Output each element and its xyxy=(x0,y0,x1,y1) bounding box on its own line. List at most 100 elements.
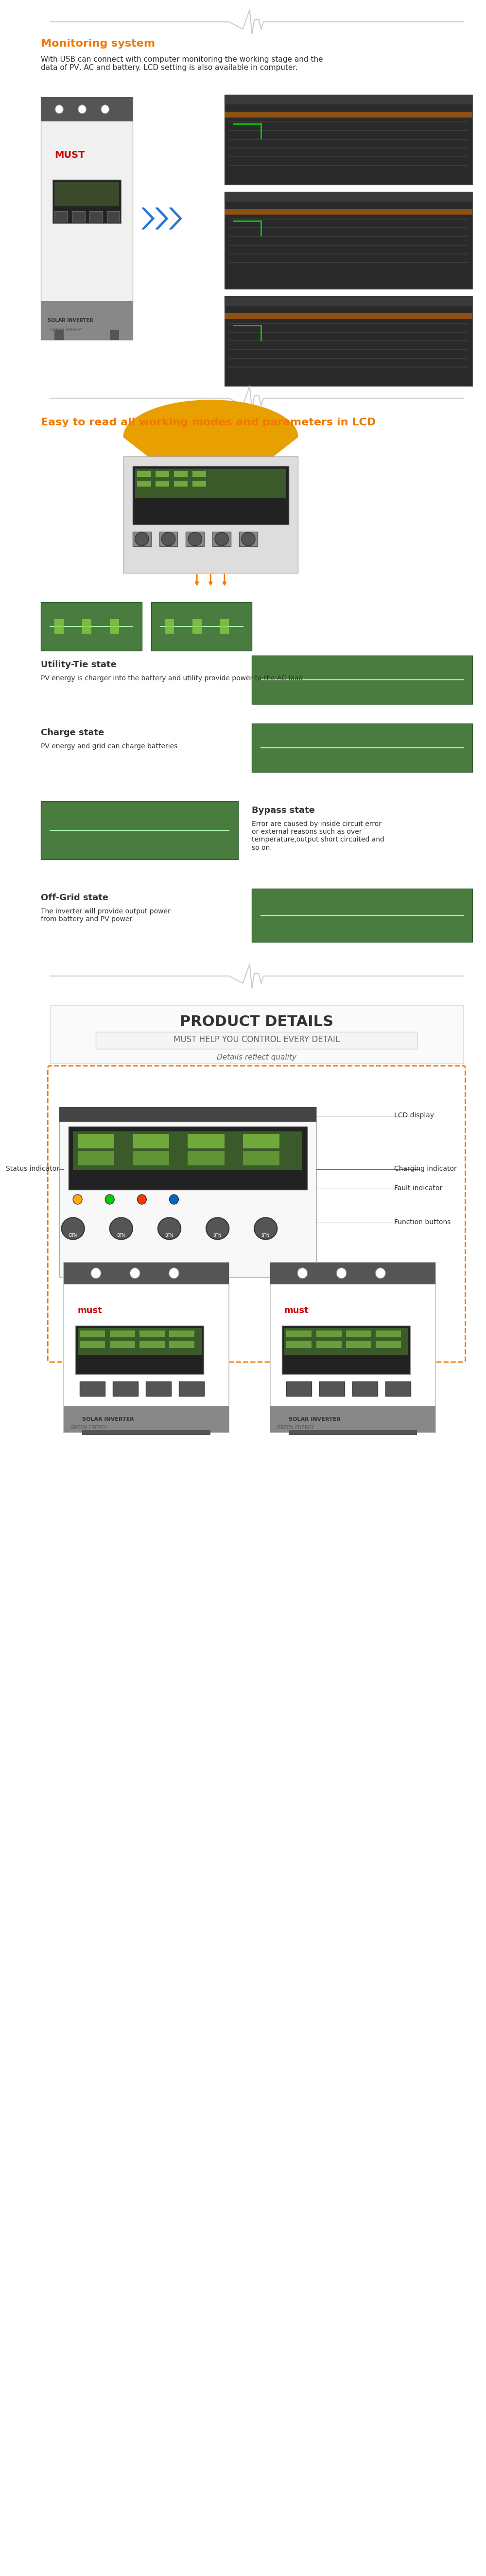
FancyBboxPatch shape xyxy=(48,1066,466,1363)
Ellipse shape xyxy=(110,1218,133,1239)
Bar xyxy=(82,618,91,634)
Text: GREEN ENERGY: GREEN ENERGY xyxy=(50,327,82,332)
Bar xyxy=(133,1151,169,1164)
Polygon shape xyxy=(169,209,182,229)
Bar xyxy=(113,1381,138,1396)
Bar xyxy=(82,1430,210,1435)
Bar xyxy=(123,456,298,572)
Ellipse shape xyxy=(297,1267,308,1278)
Bar xyxy=(110,330,119,340)
Ellipse shape xyxy=(161,533,175,546)
Bar xyxy=(80,1381,105,1396)
Bar xyxy=(80,1329,105,1337)
Text: PV energy is charger into the battery and utility provide power to the AC load: PV energy is charger into the battery an… xyxy=(41,675,303,683)
Text: Details reflect quality: Details reflect quality xyxy=(217,1054,296,1061)
Ellipse shape xyxy=(188,533,202,546)
Text: GREEN ENERGY: GREEN ENERGY xyxy=(277,1425,314,1430)
Bar xyxy=(225,95,472,185)
Text: With USB can connect with computer monitoring the working stage and the
data of : With USB can connect with computer monit… xyxy=(41,57,323,72)
Bar xyxy=(59,1108,316,1278)
Ellipse shape xyxy=(91,1267,101,1278)
Bar xyxy=(54,211,68,222)
Bar xyxy=(376,1329,401,1337)
Bar xyxy=(282,1327,410,1373)
Bar xyxy=(225,95,472,106)
Bar xyxy=(133,1133,169,1149)
Text: BTN: BTN xyxy=(261,1234,270,1236)
Text: Bypass state: Bypass state xyxy=(252,806,315,814)
Polygon shape xyxy=(123,399,298,572)
Bar xyxy=(346,1329,371,1337)
Bar xyxy=(59,1108,316,1121)
Text: Off-Grid state: Off-Grid state xyxy=(41,894,108,902)
Bar xyxy=(73,1131,302,1170)
Ellipse shape xyxy=(169,1195,178,1203)
Bar xyxy=(110,1329,135,1337)
Bar xyxy=(41,301,133,340)
Bar xyxy=(54,183,119,206)
Ellipse shape xyxy=(78,106,87,113)
Bar xyxy=(75,1327,204,1373)
Bar xyxy=(225,191,472,289)
Bar xyxy=(220,618,229,634)
Polygon shape xyxy=(156,209,168,229)
Bar xyxy=(165,618,174,634)
Bar xyxy=(133,531,151,546)
Ellipse shape xyxy=(73,1195,82,1203)
Bar xyxy=(169,1342,194,1347)
Bar xyxy=(225,314,472,319)
Bar xyxy=(225,296,472,386)
Bar xyxy=(41,98,133,121)
Text: MUST HELP YOU CONTROL EVERY DETAIL: MUST HELP YOU CONTROL EVERY DETAIL xyxy=(174,1036,340,1043)
Ellipse shape xyxy=(105,1195,114,1203)
Text: must: must xyxy=(284,1306,309,1314)
Bar xyxy=(174,482,188,487)
Ellipse shape xyxy=(137,1195,146,1203)
Bar xyxy=(41,98,133,340)
Bar xyxy=(80,1342,105,1347)
Bar xyxy=(225,296,472,307)
Bar xyxy=(78,1133,114,1149)
Text: Function buttons: Function buttons xyxy=(394,1218,451,1226)
Text: BTN: BTN xyxy=(165,1234,173,1236)
Bar xyxy=(169,1329,194,1337)
Text: Fault indicator: Fault indicator xyxy=(394,1185,442,1193)
Ellipse shape xyxy=(336,1267,347,1278)
Ellipse shape xyxy=(62,1218,85,1239)
Ellipse shape xyxy=(130,1267,140,1278)
Text: SOLAR INVERTER: SOLAR INVERTER xyxy=(82,1417,134,1422)
Bar xyxy=(252,654,472,703)
Bar xyxy=(243,1151,279,1164)
Text: The inverter will provide output power
from battery and PV power: The inverter will provide output power f… xyxy=(41,907,171,922)
Ellipse shape xyxy=(215,533,228,546)
Ellipse shape xyxy=(55,106,63,113)
Bar xyxy=(270,1262,435,1285)
Bar xyxy=(376,1342,401,1347)
Text: Error are caused by inside circuit error
or external reasons such as over
temper: Error are caused by inside circuit error… xyxy=(252,822,384,850)
Bar xyxy=(252,889,472,943)
Bar xyxy=(107,211,120,222)
Text: BTN: BTN xyxy=(213,1234,221,1236)
Bar xyxy=(139,1329,165,1337)
Bar xyxy=(110,618,119,634)
Bar xyxy=(137,482,151,487)
Bar xyxy=(54,330,64,340)
Text: BTN: BTN xyxy=(69,1234,77,1236)
Ellipse shape xyxy=(135,533,149,546)
Bar xyxy=(89,211,103,222)
Bar xyxy=(188,1133,225,1149)
Bar xyxy=(192,482,206,487)
Bar xyxy=(50,1005,463,1064)
Bar xyxy=(270,1262,435,1432)
Bar xyxy=(252,724,472,773)
Bar xyxy=(156,482,169,487)
Ellipse shape xyxy=(242,533,255,546)
Bar xyxy=(133,466,289,526)
Bar xyxy=(270,1406,435,1432)
Bar xyxy=(139,1342,165,1347)
Bar xyxy=(286,1342,312,1347)
Bar xyxy=(72,211,85,222)
Text: PRODUCT DETAILS: PRODUCT DETAILS xyxy=(180,1015,333,1028)
Bar xyxy=(284,1329,408,1355)
Text: Charging indicator: Charging indicator xyxy=(394,1164,457,1172)
